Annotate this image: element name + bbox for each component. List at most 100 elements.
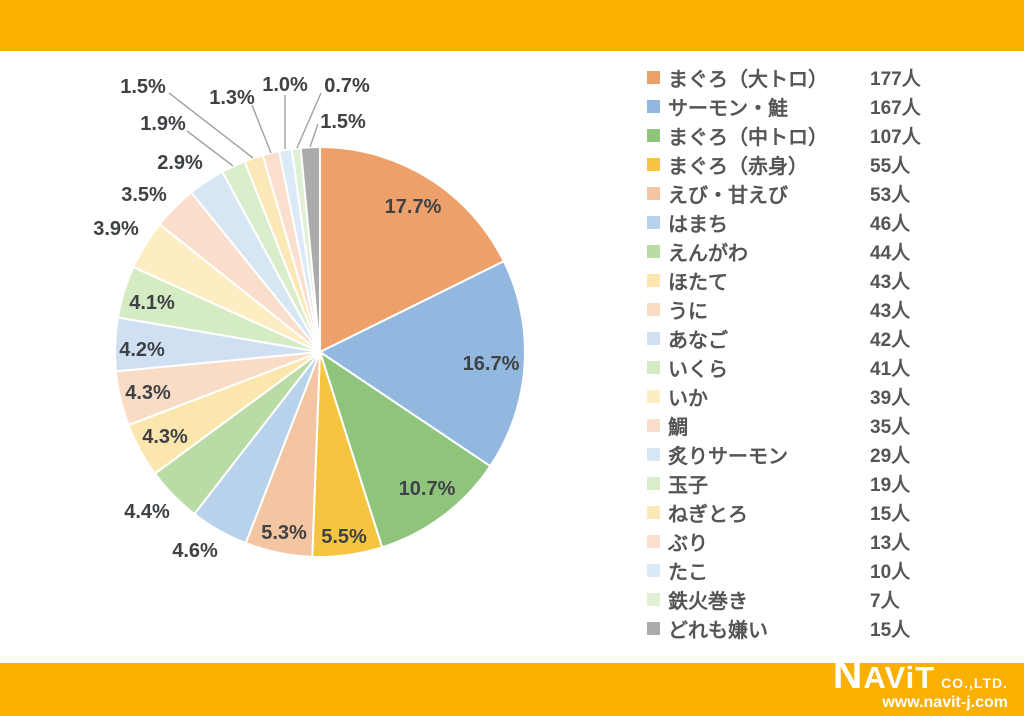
legend-swatch [647,622,660,635]
legend-label: どれも嫌い [668,620,768,642]
legend-label: ねぎとろ [668,504,748,526]
legend-row-12: いか 39人 [647,382,921,411]
top-band [0,0,1024,51]
legend-count: 53人 [870,185,911,206]
legend-swatch [647,129,660,142]
leader-line-19 [296,92,322,149]
legend-label: はまち [668,214,728,236]
legend-count: 35人 [870,417,911,438]
legend-count: 10人 [870,562,911,583]
legend-count: 19人 [870,475,911,496]
pct-label-7: 4.4% [124,501,170,523]
chart-legend: まぐろ（大トロ） 177人 サーモン・鮭 167人 まぐろ（中トロ） 107人 まぐろ（赤身… [647,63,921,643]
legend-count: 42人 [870,330,911,351]
legend-count: 43人 [870,301,911,322]
legend-count: 177人 [870,69,921,90]
brand-line: NAViT CO.,LTD. [832,646,1008,698]
pct-label-18: 1.0% [262,74,308,96]
legend-count: 107人 [870,127,921,148]
legend-swatch [647,535,660,548]
legend-row-7: えんがわ 44人 [647,237,921,266]
legend-count: 15人 [870,504,911,525]
pct-label-9: 4.3% [125,382,171,404]
legend-label: いか [668,388,708,410]
legend-row-18: たこ 10人 [647,556,921,585]
legend-row-20: どれも嫌い 15人 [647,614,921,643]
pct-label-11: 4.1% [129,292,175,314]
legend-count: 7人 [870,591,900,612]
pct-label-1: 17.7% [385,196,442,218]
leader-line-15 [186,130,234,167]
pct-label-4: 5.5% [321,526,367,548]
leader-line-20 [309,123,319,148]
legend-swatch [647,187,660,200]
pct-label-3: 10.7% [399,478,456,500]
pct-label-12: 3.9% [93,218,139,240]
legend-label: たこ [668,562,708,584]
pct-label-19: 0.7% [324,75,370,97]
legend-swatch [647,419,660,432]
legend-label: まぐろ（大トロ） [668,69,828,91]
legend-count: 41人 [870,359,911,380]
legend-count: 39人 [870,388,911,409]
legend-row-14: 炙りサーモン 29人 [647,440,921,469]
legend-label: ほたて [668,272,728,294]
bottom-band: NAViT CO.,LTD. www.navit-j.com [0,646,1024,716]
rabbit-ears-icon [903,646,915,657]
legend-label: 鯛 [668,417,688,439]
legend-row-19: 鉄火巻き 7人 [647,585,921,614]
legend-row-8: ほたて 43人 [647,266,921,295]
website-url: www.navit-j.com [882,694,1008,712]
legend-row-2: サーモン・鮭 167人 [647,92,921,121]
pct-label-15: 1.9% [140,113,186,135]
pie-slice-1 [319,146,505,353]
pct-label-20: 1.5% [320,111,366,133]
legend-swatch [647,390,660,403]
pct-label-17: 1.3% [209,87,255,109]
legend-row-6: はまち 46人 [647,208,921,237]
legend-count: 13人 [870,533,911,554]
legend-label: サーモン・鮭 [668,98,788,120]
legend-row-5: えび・甘えび 53人 [647,179,921,208]
pct-label-2: 16.7% [463,353,520,375]
legend-swatch [647,216,660,229]
legend-label: まぐろ（赤身） [668,156,808,178]
legend-swatch [647,100,660,113]
legend-label: えんがわ [668,243,748,265]
legend-count: 29人 [870,446,911,467]
legend-swatch [647,303,660,316]
legend-count: 46人 [870,214,911,235]
legend-label: いくら [668,359,728,381]
legend-row-1: まぐろ（大トロ） 177人 [647,63,921,92]
legend-row-4: まぐろ（赤身） 55人 [647,150,921,179]
legend-swatch [647,448,660,461]
pct-label-14: 2.9% [157,152,203,174]
legend-label: うに [668,301,708,323]
legend-label: あなご [668,330,728,352]
legend-row-9: うに 43人 [647,295,921,324]
pie-slice-2 [319,260,526,468]
legend-row-11: いくら 41人 [647,353,921,382]
pct-label-8: 4.3% [142,426,188,448]
legend-count: 15人 [870,620,911,641]
legend-label: 鉄火巻き [668,591,748,613]
legend-row-10: あなご 42人 [647,324,921,353]
brand-name: NAViT [832,651,936,698]
legend-label: えび・甘えび [668,185,788,207]
legend-row-13: 鯛 35人 [647,411,921,440]
legend-row-16: ねぎとろ 15人 [647,498,921,527]
legend-swatch [647,593,660,606]
pie-slice-20 [299,146,321,353]
legend-swatch [647,245,660,258]
legend-count: 43人 [870,272,911,293]
legend-swatch [647,506,660,519]
legend-label: 炙りサーモン [668,446,788,468]
pct-label-6: 4.6% [172,540,218,562]
legend-swatch [647,361,660,374]
pct-label-13: 3.5% [121,184,167,206]
legend-swatch [647,477,660,490]
legend-swatch [647,71,660,84]
pct-label-16: 1.5% [120,76,166,98]
legend-count: 55人 [870,156,911,177]
